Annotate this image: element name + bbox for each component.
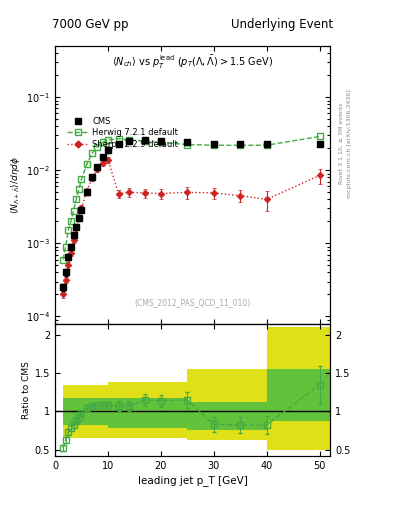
- X-axis label: leading jet p_T [GeV]: leading jet p_T [GeV]: [138, 475, 248, 485]
- Y-axis label: Ratio to CMS: Ratio to CMS: [22, 360, 31, 418]
- Y-axis label: $\langle N_{\Lambda+\bar{\Lambda}} \rangle / d\eta d\phi$: $\langle N_{\Lambda+\bar{\Lambda}} \rang…: [9, 156, 22, 214]
- Text: $\langle N_{ch} \rangle$ vs $p_T^{\rm lead}$ $(p_T(\Lambda,\bar{\Lambda}) > 1.5$: $\langle N_{ch} \rangle$ vs $p_T^{\rm le…: [112, 54, 273, 72]
- Legend: CMS, Herwig 7.2.1 default, Sherpa 2.2.9 default: CMS, Herwig 7.2.1 default, Sherpa 2.2.9 …: [68, 117, 178, 149]
- Text: mcplots.cern.ch [arXiv:1306.3436]: mcplots.cern.ch [arXiv:1306.3436]: [347, 89, 352, 198]
- Text: 7000 GeV pp: 7000 GeV pp: [52, 18, 129, 31]
- Text: Rivet 3.1.10, ≥ 3M events: Rivet 3.1.10, ≥ 3M events: [339, 102, 344, 184]
- Text: Underlying Event: Underlying Event: [231, 18, 333, 31]
- Text: (CMS_2012_PAS_QCD_11_010): (CMS_2012_PAS_QCD_11_010): [134, 298, 251, 307]
